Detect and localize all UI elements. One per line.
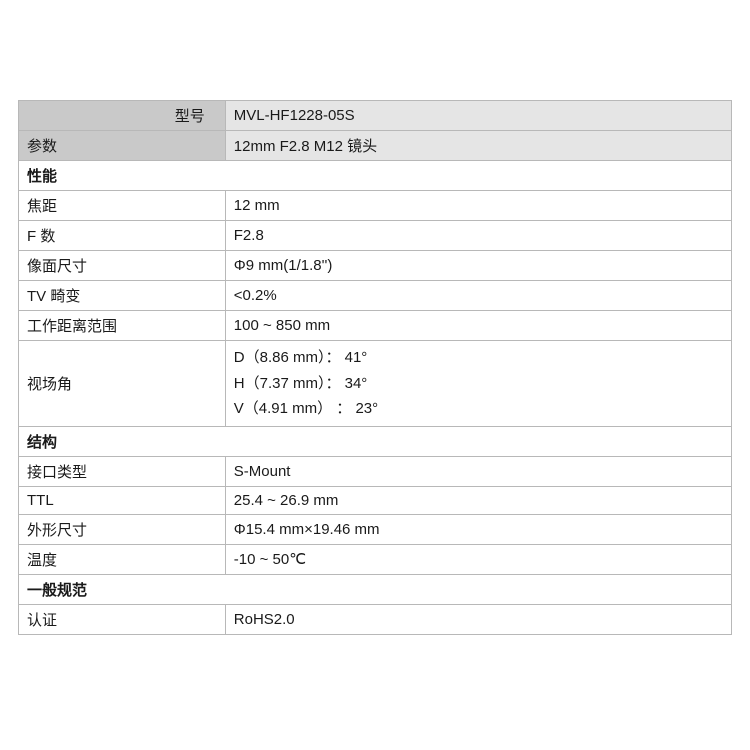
header-param-row: 参数 12mm F2.8 M12 镜头: [19, 131, 732, 161]
focal-length-value: 12 mm: [225, 191, 731, 221]
param-label: 参数: [19, 131, 226, 161]
param-value: 12mm F2.8 M12 镜头: [225, 131, 731, 161]
row-dimensions: 外形尺寸 Φ15.4 mm×19.46 mm: [19, 514, 732, 544]
section-general-label: 一般规范: [19, 574, 732, 604]
ttl-value: 25.4 ~ 26.9 mm: [225, 486, 731, 514]
fov-d: D（8.86 mm）： 41°: [234, 345, 723, 371]
dimensions-label: 外形尺寸: [19, 514, 226, 544]
fov-v: V（4.91 mm） ： 23°: [234, 396, 723, 422]
row-focal-length: 焦距 12 mm: [19, 191, 732, 221]
dimensions-value: Φ15.4 mm×19.46 mm: [225, 514, 731, 544]
fov-label: 视场角: [19, 341, 226, 427]
row-mount: 接口类型 S-Mount: [19, 456, 732, 486]
fov-h: H（7.37 mm）： 34°: [234, 371, 723, 397]
temperature-value: -10 ~ 50℃: [225, 544, 731, 574]
tv-distortion-label: TV 畸变: [19, 281, 226, 311]
row-tv-distortion: TV 畸变 <0.2%: [19, 281, 732, 311]
certification-value: RoHS2.0: [225, 604, 731, 634]
working-distance-value: 100 ~ 850 mm: [225, 311, 731, 341]
focal-length-label: 焦距: [19, 191, 226, 221]
row-working-distance: 工作距离范围 100 ~ 850 mm: [19, 311, 732, 341]
header-model-row: 型号 MVL-HF1228-05S: [19, 101, 732, 131]
section-structure-label: 结构: [19, 426, 732, 456]
certification-label: 认证: [19, 604, 226, 634]
section-structure: 结构: [19, 426, 732, 456]
section-performance: 性能: [19, 161, 732, 191]
row-fnumber: F 数 F2.8: [19, 221, 732, 251]
ttl-label: TTL: [19, 486, 226, 514]
image-size-value: Φ9 mm(1/1.8''): [225, 251, 731, 281]
mount-value: S-Mount: [225, 456, 731, 486]
model-label: 型号: [19, 101, 226, 131]
row-fov: 视场角 D（8.86 mm）： 41° H（7.37 mm）： 34° V（4.…: [19, 341, 732, 427]
row-image-size: 像面尺寸 Φ9 mm(1/1.8''): [19, 251, 732, 281]
spec-table: 型号 MVL-HF1228-05S 参数 12mm F2.8 M12 镜头 性能…: [18, 100, 732, 635]
section-general: 一般规范: [19, 574, 732, 604]
fnumber-label: F 数: [19, 221, 226, 251]
fnumber-value: F2.8: [225, 221, 731, 251]
working-distance-label: 工作距离范围: [19, 311, 226, 341]
temperature-label: 温度: [19, 544, 226, 574]
section-performance-label: 性能: [19, 161, 732, 191]
row-certification: 认证 RoHS2.0: [19, 604, 732, 634]
model-value: MVL-HF1228-05S: [225, 101, 731, 131]
image-size-label: 像面尺寸: [19, 251, 226, 281]
row-temperature: 温度 -10 ~ 50℃: [19, 544, 732, 574]
tv-distortion-value: <0.2%: [225, 281, 731, 311]
mount-label: 接口类型: [19, 456, 226, 486]
row-ttl: TTL 25.4 ~ 26.9 mm: [19, 486, 732, 514]
fov-value: D（8.86 mm）： 41° H（7.37 mm）： 34° V（4.91 m…: [225, 341, 731, 427]
